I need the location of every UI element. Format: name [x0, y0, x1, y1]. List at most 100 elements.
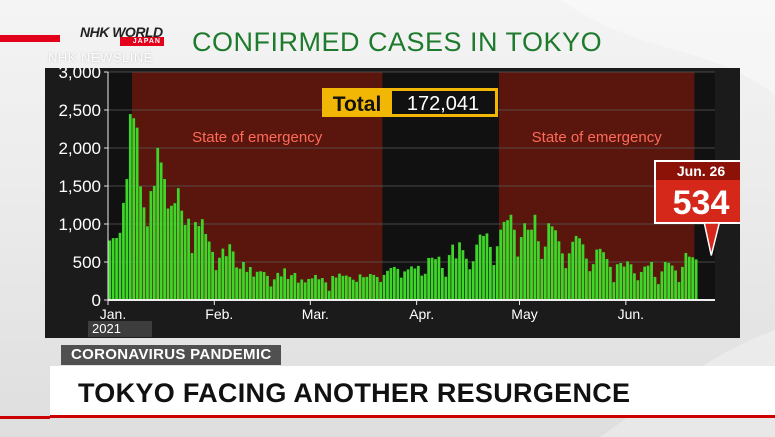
bar [146, 226, 149, 300]
bar [605, 259, 609, 300]
bar [365, 276, 369, 300]
bar [392, 266, 396, 300]
bar [396, 268, 400, 300]
bar [626, 261, 629, 300]
bar [108, 240, 112, 300]
bar [468, 269, 472, 300]
bar [338, 273, 341, 300]
bar [643, 266, 647, 300]
bar [403, 271, 407, 300]
bar [310, 278, 314, 300]
bar [674, 270, 677, 300]
y-tick-label: 1,000 [58, 215, 101, 234]
bar [650, 261, 653, 300]
bar [427, 257, 431, 300]
bar [629, 264, 633, 300]
bar [639, 271, 643, 300]
bar [653, 276, 657, 300]
bar [478, 234, 482, 300]
bar [276, 272, 280, 300]
bar [183, 225, 187, 300]
bar [406, 269, 410, 300]
bar [526, 229, 530, 300]
bar [684, 252, 688, 300]
bar [454, 258, 458, 300]
bar [602, 252, 605, 300]
bar [156, 147, 160, 300]
bar [499, 229, 503, 300]
bar [279, 276, 283, 300]
x-tick-label: Mar. [302, 306, 329, 322]
total-value: 172,041 [407, 93, 479, 115]
bar [248, 267, 252, 300]
bar [574, 235, 578, 300]
bar [447, 255, 451, 300]
bar [286, 279, 290, 300]
bar [128, 114, 132, 300]
logo-japan-tag: JAPAN [120, 37, 164, 46]
bar [557, 241, 561, 300]
bar [464, 258, 468, 300]
emergency-label: State of emergency [532, 129, 663, 146]
bar [482, 235, 485, 300]
bar [509, 214, 513, 300]
bar [413, 268, 417, 300]
nhk-world-logo: NHK WORLD JAPAN [0, 24, 168, 46]
bar [619, 262, 623, 300]
bar [125, 179, 129, 300]
bar [386, 270, 389, 300]
bar [410, 266, 413, 300]
bar [204, 234, 208, 300]
bar [245, 271, 249, 300]
bar [341, 275, 345, 300]
topic-banner: CORONAVIRUS PANDEMIC [61, 345, 282, 365]
bar [348, 276, 352, 300]
x-tick-label: Jun. [618, 306, 644, 322]
bar [554, 230, 557, 300]
bar [416, 265, 420, 300]
bar [194, 222, 197, 300]
bar [694, 259, 698, 300]
bar [633, 273, 636, 300]
bar [523, 223, 527, 300]
bar [547, 223, 551, 300]
bar [132, 118, 136, 300]
bar [228, 244, 232, 300]
bar [581, 244, 585, 300]
bar [197, 226, 201, 300]
bar [533, 214, 537, 300]
bar [262, 271, 266, 300]
page-title: CONFIRMED CASES IN TOKYO [192, 27, 603, 57]
bar [420, 275, 424, 300]
x-tick-label: Apr. [409, 306, 434, 322]
bar [475, 244, 479, 300]
bar [187, 218, 190, 300]
total-value-box [392, 91, 495, 114]
bar [358, 274, 362, 300]
bar [355, 281, 359, 300]
bar [440, 268, 444, 300]
callout-pointer [703, 222, 721, 256]
bar [451, 244, 455, 300]
bar [434, 259, 437, 300]
bar [513, 229, 516, 300]
x-tick-label: Feb. [205, 306, 233, 322]
bar [238, 268, 242, 300]
y-tick-label: 2,000 [58, 139, 101, 158]
bar [591, 264, 595, 300]
bar [314, 274, 317, 300]
accent-line [0, 416, 50, 419]
bar [492, 265, 496, 300]
bar [118, 232, 122, 300]
bar [115, 237, 118, 300]
bar [561, 253, 564, 300]
bar [687, 256, 691, 300]
bar [307, 279, 310, 300]
bar [578, 238, 581, 300]
bar [502, 221, 506, 300]
bar [173, 203, 177, 300]
bar [368, 274, 372, 300]
bar [615, 264, 619, 300]
bar [242, 262, 245, 300]
bar [235, 267, 238, 300]
